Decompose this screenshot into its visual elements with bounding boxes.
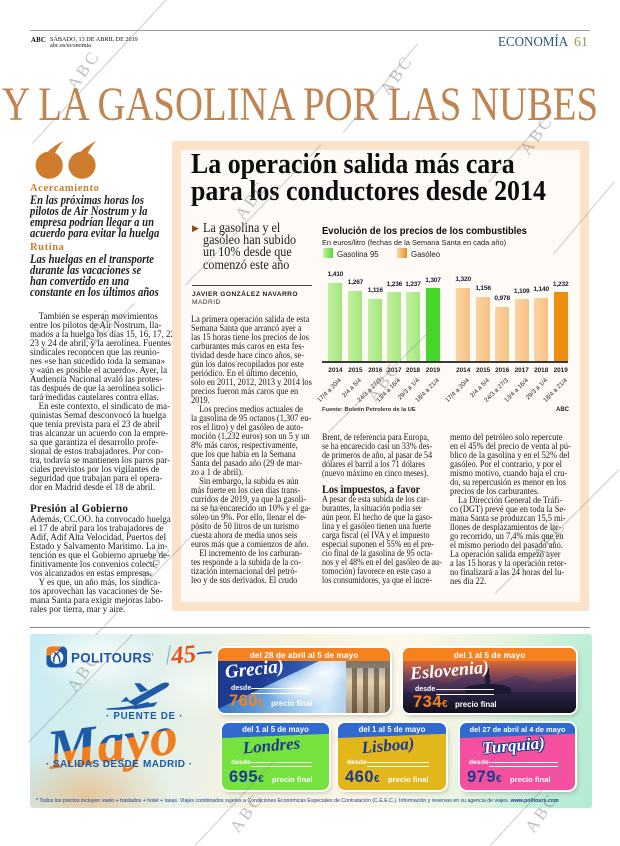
svg-text:POLITOURS’: POLITOURS’ xyxy=(71,651,154,666)
svg-text:45: 45 xyxy=(170,641,197,670)
